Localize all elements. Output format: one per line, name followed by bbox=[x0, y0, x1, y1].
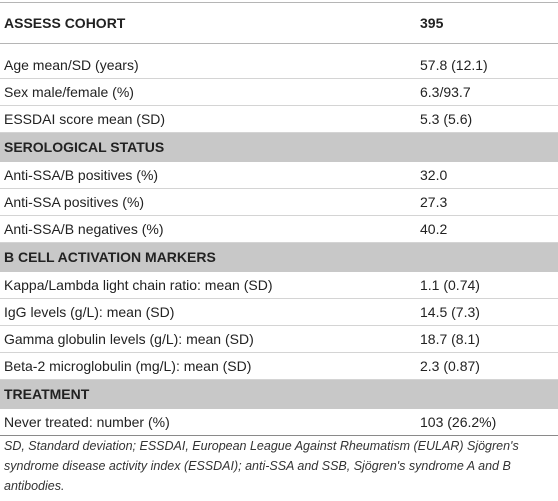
table-row-gamma-globulin: Gamma globulin levels (g/L): mean (SD) 1… bbox=[0, 325, 558, 353]
table-row-anti-ssab-positive: Anti-SSA/B positives (%) 32.0 bbox=[0, 162, 558, 189]
spacer-row bbox=[0, 44, 558, 53]
row-value: 1.1 (0.74) bbox=[420, 272, 558, 299]
table-row-anti-ssa-positive: Anti-SSA positives (%) 27.3 bbox=[0, 188, 558, 216]
section-title: TREATMENT bbox=[0, 379, 558, 409]
header-label: ASSESS COHORT bbox=[0, 2, 420, 44]
table-row-kappa-lambda: Kappa/Lambda light chain ratio: mean (SD… bbox=[0, 272, 558, 299]
row-value: 32.0 bbox=[420, 162, 558, 189]
section-title: SEROLOGICAL STATUS bbox=[0, 132, 558, 162]
row-label: ESSDAI score mean (SD) bbox=[0, 105, 420, 133]
row-label: Sex male/female (%) bbox=[0, 78, 420, 106]
row-label: Gamma globulin levels (g/L): mean (SD) bbox=[0, 325, 420, 353]
table-row-igg: IgG levels (g/L): mean (SD) 14.5 (7.3) bbox=[0, 298, 558, 326]
row-value: 18.7 (8.1) bbox=[420, 325, 558, 353]
table-row-beta2-microglobulin: Beta-2 microglobulin (mg/L): mean (SD) 2… bbox=[0, 352, 558, 380]
table-header-row: ASSESS COHORT 395 bbox=[0, 2, 558, 44]
header-value: 395 bbox=[420, 2, 558, 44]
row-label: IgG levels (g/L): mean (SD) bbox=[0, 298, 420, 326]
row-value: 57.8 (12.1) bbox=[420, 52, 558, 79]
table-footnote: SD, Standard deviation; ESSDAI, European… bbox=[4, 439, 519, 493]
row-value: 2.3 (0.87) bbox=[420, 352, 558, 380]
table-row-age: Age mean/SD (years) 57.8 (12.1) bbox=[0, 52, 558, 79]
section-header-b-cell: B CELL ACTIVATION MARKERS bbox=[0, 242, 558, 272]
row-value: 14.5 (7.3) bbox=[420, 298, 558, 326]
row-label: Kappa/Lambda light chain ratio: mean (SD… bbox=[0, 272, 420, 299]
section-title: B CELL ACTIVATION MARKERS bbox=[0, 242, 558, 272]
table-row-essdai: ESSDAI score mean (SD) 5.3 (5.6) bbox=[0, 105, 558, 133]
row-label: Anti-SSA positives (%) bbox=[0, 188, 420, 216]
table-row-sex: Sex male/female (%) 6.3/93.7 bbox=[0, 78, 558, 106]
row-value: 6.3/93.7 bbox=[420, 78, 558, 106]
section-header-treatment: TREATMENT bbox=[0, 379, 558, 409]
section-header-serological: SEROLOGICAL STATUS bbox=[0, 132, 558, 162]
table-row-anti-ssab-negative: Anti-SSA/B negatives (%) 40.2 bbox=[0, 215, 558, 243]
cohort-table: ASSESS COHORT 395 Age mean/SD (years) 57… bbox=[0, 2, 558, 436]
row-label: Anti-SSA/B positives (%) bbox=[0, 162, 420, 189]
row-label: Beta-2 microglobulin (mg/L): mean (SD) bbox=[0, 352, 420, 380]
row-label: Age mean/SD (years) bbox=[0, 52, 420, 79]
row-value: 27.3 bbox=[420, 188, 558, 216]
row-label: Never treated: number (%) bbox=[0, 409, 420, 436]
table-row-never-treated: Never treated: number (%) 103 (26.2%) bbox=[0, 409, 558, 436]
row-value: 5.3 (5.6) bbox=[420, 105, 558, 133]
row-value: 40.2 bbox=[420, 215, 558, 243]
row-value: 103 (26.2%) bbox=[420, 409, 558, 436]
row-label: Anti-SSA/B negatives (%) bbox=[0, 215, 420, 243]
